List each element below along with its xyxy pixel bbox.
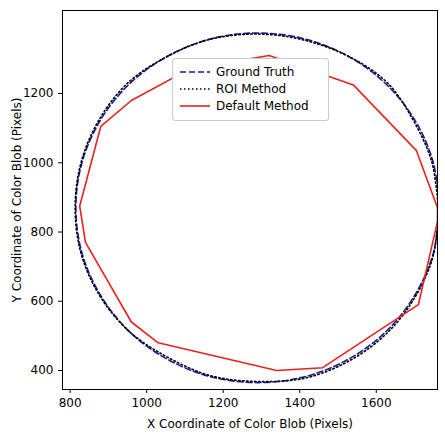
svg-text:ROI Method: ROI Method [216, 82, 286, 96]
svg-text:1600: 1600 [361, 396, 392, 410]
svg-text:Default Method: Default Method [216, 99, 309, 113]
svg-text:1200: 1200 [208, 396, 239, 410]
svg-text:800: 800 [31, 225, 54, 239]
svg-text:1400: 1400 [284, 396, 315, 410]
svg-text:Y Coordinate of Color Blob (Pi: Y Coordinate of Color Blob (Pixels) [10, 98, 24, 304]
svg-text:1200: 1200 [23, 86, 54, 100]
svg-text:800: 800 [59, 396, 82, 410]
svg-text:1000: 1000 [23, 156, 54, 170]
svg-text:400: 400 [31, 363, 54, 377]
svg-text:1000: 1000 [131, 396, 162, 410]
svg-text:600: 600 [31, 294, 54, 308]
svg-text:X Coordinate of Color Blob (Pi: X Coordinate of Color Blob (Pixels) [147, 417, 353, 431]
svg-text:Ground Truth: Ground Truth [216, 65, 294, 79]
